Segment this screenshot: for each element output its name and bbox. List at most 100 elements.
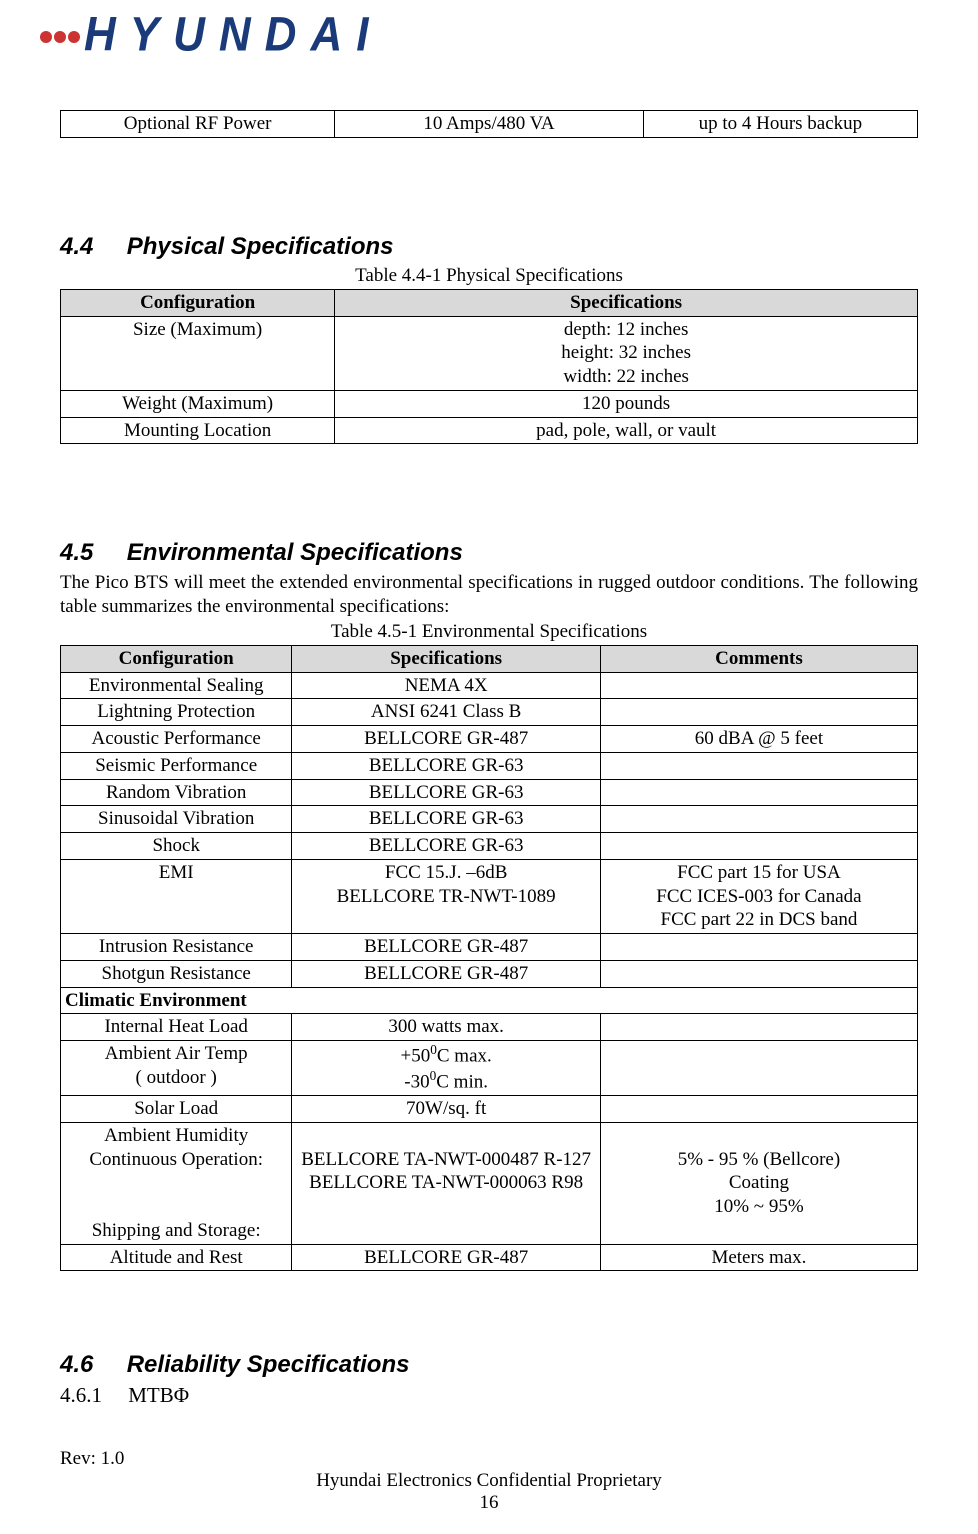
column-header: Comments	[600, 645, 917, 672]
table-row: Altitude and RestBELLCORE GR-487Meters m…	[61, 1244, 918, 1271]
environmental-specs-table: Configuration Specifications Comments En…	[60, 645, 918, 1272]
cell: 70W/sq. ft	[292, 1096, 601, 1123]
cell	[600, 1096, 917, 1123]
table-row: Size (Maximum)depth: 12 inchesheight: 32…	[61, 316, 918, 390]
table-row: Lightning ProtectionANSI 6241 Class B	[61, 699, 918, 726]
cell: BELLCORE GR-63	[292, 833, 601, 860]
cell: 5% - 95 % (Bellcore)Coating10% ~ 95%	[600, 1122, 917, 1244]
subsection-number: 4.6.1	[60, 1383, 102, 1407]
section-number: 4.4	[60, 233, 93, 260]
table-row: Mounting Locationpad, pole, wall, or vau…	[61, 417, 918, 444]
table-row: Shotgun ResistanceBELLCORE GR-487	[61, 960, 918, 987]
spacer	[60, 444, 918, 499]
table-row: Sinusoidal VibrationBELLCORE GR-63	[61, 806, 918, 833]
cell: EMI	[61, 859, 292, 933]
cell	[600, 833, 917, 860]
table-row: Solar Load70W/sq. ft	[61, 1096, 918, 1123]
cell	[600, 806, 917, 833]
cell: BELLCORE GR-487	[292, 934, 601, 961]
spacer	[60, 138, 918, 193]
page-footer: Rev: 1.0 Hyundai Electronics Confidentia…	[60, 1448, 918, 1514]
section-title-text: Environmental Specifications	[127, 539, 463, 566]
table-subheader-row: Climatic Environment	[61, 987, 918, 1014]
cell: BELLCORE GR-63	[292, 806, 601, 833]
logo-dots-icon	[40, 31, 80, 43]
cell: Seismic Performance	[61, 752, 292, 779]
spacer	[60, 1271, 918, 1311]
cell: ANSI 6241 Class B	[292, 699, 601, 726]
table-row: Intrusion ResistanceBELLCORE GR-487	[61, 934, 918, 961]
document-page: HYUNDAI Optional RF Power 10 Amps/480 VA…	[0, 0, 978, 1534]
hyundai-logo: HYUNDAI	[40, 10, 918, 60]
cell: BELLCORE TA-NWT-000487 R-127BELLCORE TA-…	[292, 1122, 601, 1244]
column-header: Configuration	[61, 645, 292, 672]
table-row: Ambient Air Temp( outdoor )+500C max.-30…	[61, 1041, 918, 1096]
physical-specs-table: Configuration Specifications Size (Maxim…	[60, 289, 918, 445]
cell: depth: 12 inchesheight: 32 incheswidth: …	[335, 316, 918, 390]
cell: Optional RF Power	[61, 111, 335, 138]
cell: Sinusoidal Vibration	[61, 806, 292, 833]
table-row: Random VibrationBELLCORE GR-63	[61, 779, 918, 806]
cell	[600, 699, 917, 726]
section-number: 4.5	[60, 539, 93, 566]
cell: Ambient Air Temp( outdoor )	[61, 1041, 292, 1096]
cell: Internal Heat Load	[61, 1014, 292, 1041]
logo-text: HYUNDAI	[84, 8, 382, 63]
section-heading-4-4: 4.4 Physical Specifications	[60, 233, 918, 261]
section-number: 4.6	[60, 1351, 93, 1378]
table-row: Optional RF Power 10 Amps/480 VA up to 4…	[61, 111, 918, 138]
cell: Mounting Location	[61, 417, 335, 444]
cell: NEMA 4X	[292, 672, 601, 699]
subsection-title-text: MTBΦ	[128, 1383, 189, 1407]
column-header: Configuration	[61, 289, 335, 316]
cell: Lightning Protection	[61, 699, 292, 726]
table-row: Seismic PerformanceBELLCORE GR-63	[61, 752, 918, 779]
cell: Acoustic Performance	[61, 726, 292, 753]
cell: 120 pounds	[335, 390, 918, 417]
section-title-text: Reliability Specifications	[127, 1351, 410, 1378]
cell	[600, 960, 917, 987]
table-row: Acoustic PerformanceBELLCORE GR-48760 dB…	[61, 726, 918, 753]
table-top-fragment: Optional RF Power 10 Amps/480 VA up to 4…	[60, 110, 918, 138]
cell: FCC 15.J. –6dBBELLCORE TR-NWT-1089	[292, 859, 601, 933]
cell: Random Vibration	[61, 779, 292, 806]
subsection-heading: 4.6.1 MTBΦ	[60, 1383, 918, 1408]
table-row: Ambient HumidityContinuous Operation:Shi…	[61, 1122, 918, 1244]
cell: Weight (Maximum)	[61, 390, 335, 417]
table-header-row: Configuration Specifications Comments	[61, 645, 918, 672]
cell: Environmental Sealing	[61, 672, 292, 699]
cell: Solar Load	[61, 1096, 292, 1123]
column-header: Specifications	[292, 645, 601, 672]
cell: 10 Amps/480 VA	[335, 111, 644, 138]
cell: Shock	[61, 833, 292, 860]
table-row: EMIFCC 15.J. –6dBBELLCORE TR-NWT-1089FCC…	[61, 859, 918, 933]
cell: Meters max.	[600, 1244, 917, 1271]
cell	[600, 934, 917, 961]
cell: Intrusion Resistance	[61, 934, 292, 961]
table-row: Weight (Maximum)120 pounds	[61, 390, 918, 417]
cell	[600, 779, 917, 806]
cell: 300 watts max.	[292, 1014, 601, 1041]
table-caption: Table 4.4-1 Physical Specifications	[60, 265, 918, 287]
cell: Size (Maximum)	[61, 316, 335, 390]
page-number: 16	[60, 1492, 918, 1514]
cell: Climatic Environment	[61, 987, 918, 1014]
cell: BELLCORE GR-487	[292, 726, 601, 753]
cell	[600, 1014, 917, 1041]
cell	[600, 752, 917, 779]
cell: +500C max.-300C min.	[292, 1041, 601, 1096]
section-title-text: Physical Specifications	[127, 233, 394, 260]
section-heading-4-5: 4.5 Environmental Specifications	[60, 539, 918, 567]
footer-confidential: Hyundai Electronics Confidential Proprie…	[60, 1470, 918, 1492]
section-intro-text: The Pico BTS will meet the extended envi…	[60, 571, 918, 619]
cell: Ambient HumidityContinuous Operation:Shi…	[61, 1122, 292, 1244]
cell: up to 4 Hours backup	[643, 111, 917, 138]
cell: Altitude and Rest	[61, 1244, 292, 1271]
cell: 60 dBA @ 5 feet	[600, 726, 917, 753]
table-row: Internal Heat Load300 watts max.	[61, 1014, 918, 1041]
cell: BELLCORE GR-63	[292, 779, 601, 806]
table-caption: Table 4.5-1 Environmental Specifications	[60, 621, 918, 643]
column-header: Specifications	[335, 289, 918, 316]
cell: BELLCORE GR-487	[292, 960, 601, 987]
section-heading-4-6: 4.6 Reliability Specifications	[60, 1351, 918, 1379]
